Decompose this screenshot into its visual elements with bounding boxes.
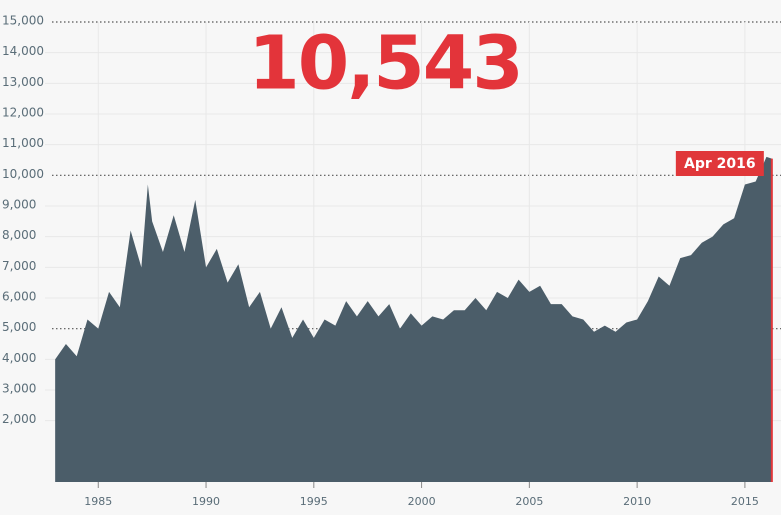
y-tick-label: 4,000 (2, 351, 36, 365)
y-tick-label: 8,000 (2, 228, 36, 242)
y-tick-label: 10,000 (2, 167, 44, 181)
y-tick-label: 7,000 (2, 259, 36, 273)
x-tick-label: 2000 (408, 495, 436, 508)
y-tick-label: 6,000 (2, 290, 36, 304)
y-tick-label: 11,000 (2, 136, 44, 150)
y-tick-label: 2,000 (2, 412, 36, 426)
area (55, 156, 772, 482)
annotation: Apr 2016 (684, 156, 756, 172)
x-tick-label: 2005 (515, 495, 543, 508)
y-tick-label: 9,000 (2, 198, 36, 212)
headline: 10,543 (248, 21, 522, 107)
y-tick-label: 12,000 (2, 106, 44, 120)
y-tick-label: 13,000 (2, 75, 44, 89)
x-tick-label: 2010 (623, 495, 651, 508)
x-tick-label: 1990 (192, 495, 220, 508)
y-tick-label: 5,000 (2, 320, 36, 334)
plot (55, 156, 773, 482)
y-tick-label: 15,000 (2, 14, 44, 28)
annotation-box (675, 151, 764, 176)
y-tick-label: 14,000 (2, 44, 44, 58)
x-tick-label: 1985 (84, 495, 112, 508)
x-tick-label: 1995 (300, 495, 328, 508)
labels: 2,000 3,000 4,000 5,000 6,000 7,000 8,000 9,000… (2, 14, 764, 508)
x-tick-label: 2015 (731, 495, 759, 508)
y-tick-label: 3,000 (2, 382, 36, 396)
